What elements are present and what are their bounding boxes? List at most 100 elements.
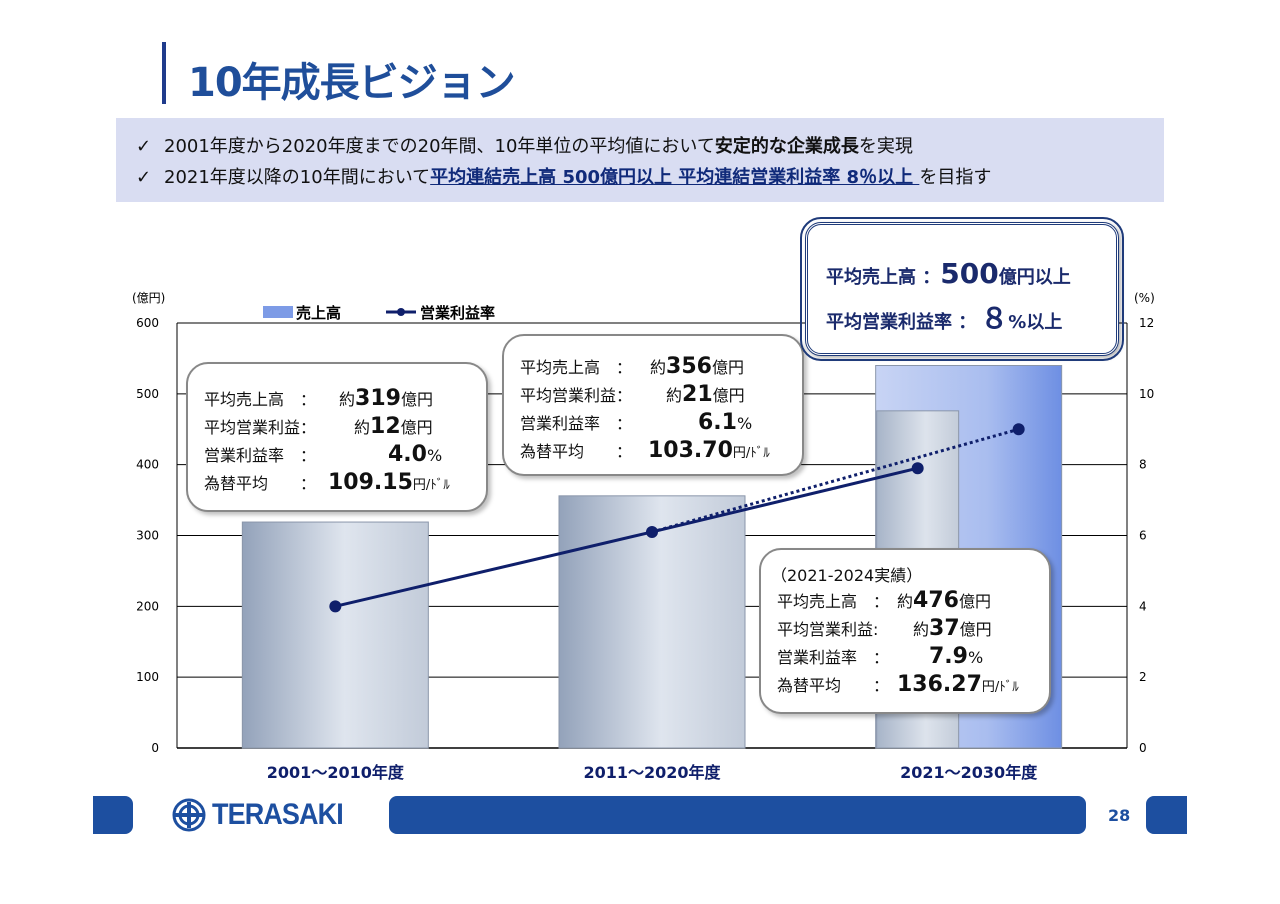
callout-value: 356 bbox=[666, 354, 712, 379]
left-tick-label: 400 bbox=[136, 458, 159, 472]
left-tick-label: 600 bbox=[136, 316, 159, 330]
callout-unit: 円/ﾄﾞﾙ bbox=[732, 446, 770, 461]
right-tick-label: 6 bbox=[1139, 529, 1147, 543]
target-label: 平均売上高 ： bbox=[826, 267, 941, 288]
category-label: 2011〜2020年度 bbox=[583, 763, 721, 782]
margin-point bbox=[911, 462, 924, 475]
footer-bar-middle bbox=[389, 796, 1086, 834]
right-tick-label: 8 bbox=[1139, 458, 1147, 472]
callout-prefix: 約 bbox=[897, 592, 914, 611]
left-tick-label: 0 bbox=[151, 741, 159, 755]
summary-line-1: ✓ 2001年度から2020年度までの20年間、10年単位の平均値において安定的な… bbox=[136, 132, 913, 158]
callout-unit: 億円 bbox=[400, 418, 433, 437]
callout-heading: （2021-2024実績） bbox=[771, 566, 923, 585]
summary-emphasis: 安定的な企業成長 bbox=[714, 136, 859, 157]
right-tick-label: 2 bbox=[1139, 670, 1147, 684]
callout-unit: 億円 bbox=[711, 358, 744, 377]
callout-unit: 億円 bbox=[400, 390, 433, 409]
margin-point bbox=[329, 600, 342, 613]
callout-prefix: 約 bbox=[339, 390, 356, 409]
callout-label: 平均営業利益： bbox=[520, 386, 633, 405]
callout-2011-2020: 平均売上高 ：約356億円 平均営業利益： 約21億円 営業利益率 ： 6.1% 為… bbox=[502, 334, 804, 476]
summary-line-2: ✓ 2021年度以降の10年間において平均連結売上高 500億円以上 平均連結営業… bbox=[136, 163, 991, 189]
target-label: 平均営業利益率 ： bbox=[826, 312, 977, 333]
callout-prefix: 約 bbox=[913, 620, 930, 639]
target-value: ８ bbox=[980, 302, 1009, 335]
target-unit: 億円以上 bbox=[998, 267, 1071, 288]
right-tick-label: 0 bbox=[1139, 741, 1147, 755]
callout-value: 6.1 bbox=[698, 410, 737, 435]
right-tick-label: 10 bbox=[1139, 387, 1154, 401]
callout-unit: 円/ﾄﾞﾙ bbox=[412, 478, 450, 493]
callout-prefix: 約 bbox=[650, 358, 667, 377]
callout-label: 営業利益率 ： bbox=[520, 414, 633, 433]
callout-prefix: 約 bbox=[354, 418, 371, 437]
legend-bar-swatch bbox=[263, 306, 293, 318]
summary-text: 2021年度以降の10年間において bbox=[164, 167, 431, 188]
callout-value: 319 bbox=[355, 386, 401, 411]
legend-line-label: 営業利益率 bbox=[420, 304, 495, 322]
legend-bar-label: 売上高 bbox=[296, 304, 341, 322]
check-icon: ✓ bbox=[136, 167, 152, 188]
callout-value: 103.70 bbox=[648, 438, 733, 463]
callout-prefix: 約 bbox=[666, 386, 683, 405]
callout-value: 12 bbox=[370, 414, 401, 439]
callout-label: 為替平均 ： bbox=[777, 676, 890, 695]
callout-value: 4.0 bbox=[388, 442, 427, 467]
left-tick-label: 500 bbox=[136, 387, 159, 401]
title-accent-bar bbox=[162, 42, 166, 104]
callout-value: 109.15 bbox=[328, 470, 413, 495]
target-value: 500 bbox=[940, 257, 999, 290]
callout-2021-2024-actual: （2021-2024実績） 平均売上高 ：約476億円 平均営業利益: 約37億円… bbox=[759, 548, 1051, 714]
callout-value: 37 bbox=[929, 616, 960, 641]
callout-label: 平均売上高 ： bbox=[204, 390, 317, 409]
callout-value: 136.27 bbox=[897, 672, 982, 697]
callout-label: 営業利益率 ： bbox=[204, 446, 317, 465]
summary-box: ✓ 2001年度から2020年度までの20年間、10年単位の平均値において安定的な… bbox=[116, 118, 1164, 202]
check-icon: ✓ bbox=[136, 136, 152, 157]
target-box: 平均売上高 ：500億円以上 平均営業利益率 ： ８%以上 bbox=[800, 217, 1124, 361]
page-number: 28 bbox=[1108, 806, 1131, 825]
footer-bar-right bbox=[1146, 796, 1187, 834]
callout-label: 平均営業利益： bbox=[204, 418, 317, 437]
callout-unit: 円/ﾄﾞﾙ bbox=[981, 680, 1019, 695]
terasaki-emblem-icon bbox=[172, 798, 206, 832]
legend-line-marker bbox=[397, 308, 405, 316]
summary-text: 2001年度から2020年度までの20年間、10年単位の平均値において bbox=[164, 136, 715, 157]
left-tick-label: 200 bbox=[136, 599, 159, 613]
callout-value: 21 bbox=[682, 382, 713, 407]
target-margin-point bbox=[1012, 423, 1025, 436]
summary-target: 平均連結売上高 500億円以上 平均連結営業利益率 8％以上 bbox=[430, 167, 920, 188]
logo-text: TERASAKI bbox=[212, 798, 344, 831]
callout-value: 7.9 bbox=[929, 644, 968, 669]
summary-text: を実現 bbox=[858, 136, 913, 157]
callout-value: 476 bbox=[913, 588, 959, 613]
callout-unit: 億円 bbox=[959, 620, 992, 639]
left-tick-label: 100 bbox=[136, 670, 159, 684]
callout-unit: % bbox=[967, 648, 984, 667]
page-title: 10年成長ビジョン bbox=[188, 60, 516, 106]
summary-text: を目指す bbox=[919, 167, 992, 188]
callout-unit: % bbox=[736, 414, 753, 433]
company-logo: TERASAKI bbox=[172, 796, 357, 834]
left-axis-label: (億円) bbox=[132, 291, 165, 305]
left-tick-label: 300 bbox=[136, 529, 159, 543]
sales-bar bbox=[241, 521, 429, 749]
category-label: 2001〜2010年度 bbox=[267, 763, 405, 782]
callout-unit: 億円 bbox=[958, 592, 991, 611]
right-tick-label: 12 bbox=[1139, 316, 1154, 330]
callout-label: 為替平均 ： bbox=[204, 474, 317, 493]
callout-label: 営業利益率 ： bbox=[777, 648, 890, 667]
category-label: 2021〜2030年度 bbox=[900, 763, 1038, 782]
footer-bar-left bbox=[93, 796, 133, 834]
callout-label: 平均売上高 ： bbox=[777, 592, 890, 611]
margin-point bbox=[646, 525, 658, 538]
callout-unit: % bbox=[426, 446, 443, 465]
callout-label: 為替平均 ： bbox=[520, 442, 633, 461]
target-unit: %以上 bbox=[1008, 312, 1063, 333]
right-tick-label: 4 bbox=[1139, 599, 1147, 613]
callout-unit: 億円 bbox=[712, 386, 745, 405]
callout-label: 平均売上高 ： bbox=[520, 358, 633, 377]
callout-2001-2010: 平均売上高 ：約319億円 平均営業利益： 約12億円 営業利益率 ： 4.0% 為… bbox=[186, 362, 488, 512]
right-axis-label: (%) bbox=[1134, 291, 1155, 305]
